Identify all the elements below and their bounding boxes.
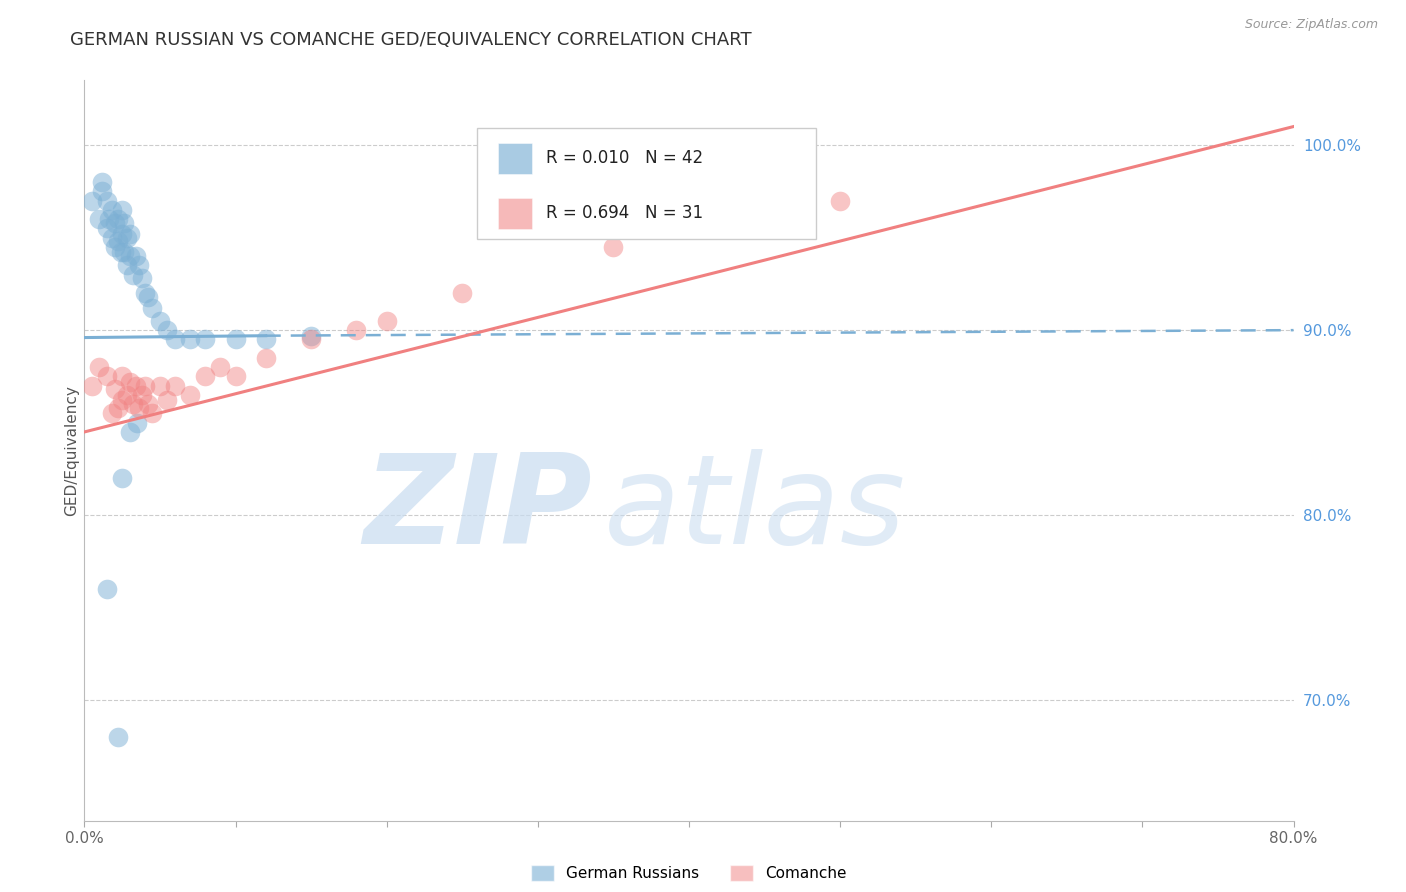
Point — [89, 360, 111, 375]
Point — [194, 369, 217, 384]
Point — [125, 249, 148, 263]
Point — [141, 407, 163, 421]
Point — [136, 290, 159, 304]
Point — [91, 185, 114, 199]
Text: atlas: atlas — [605, 450, 907, 570]
Point — [346, 323, 368, 337]
Point — [254, 351, 277, 365]
Point — [131, 388, 153, 402]
Point — [97, 212, 120, 227]
Point — [225, 369, 247, 384]
Point — [111, 369, 134, 384]
Y-axis label: GED/Equivalency: GED/Equivalency — [63, 385, 79, 516]
Point — [112, 245, 135, 260]
Point — [115, 388, 138, 402]
Point — [111, 202, 134, 217]
Point — [127, 416, 149, 430]
Point — [111, 393, 134, 408]
Text: Source: ZipAtlas.com: Source: ZipAtlas.com — [1244, 18, 1378, 31]
Legend: German Russians, Comanche: German Russians, Comanche — [524, 859, 853, 887]
FancyBboxPatch shape — [478, 128, 815, 239]
FancyBboxPatch shape — [498, 197, 531, 228]
Point — [134, 286, 156, 301]
Point — [100, 407, 122, 421]
Point — [107, 235, 129, 249]
Point — [136, 397, 159, 411]
Point — [100, 230, 122, 244]
Point — [165, 332, 187, 346]
Point — [156, 393, 179, 408]
Point — [80, 378, 103, 392]
Point — [149, 378, 172, 392]
Point — [179, 388, 201, 402]
Point — [602, 240, 624, 254]
Point — [104, 216, 127, 230]
Point — [118, 375, 141, 389]
Point — [125, 378, 148, 392]
Point — [110, 245, 132, 260]
Point — [299, 328, 322, 343]
Point — [128, 258, 150, 272]
Point — [96, 369, 118, 384]
Point — [141, 301, 163, 315]
Point — [80, 194, 103, 208]
Text: R = 0.694   N = 31: R = 0.694 N = 31 — [547, 204, 703, 222]
Point — [179, 332, 201, 346]
Text: ZIP: ZIP — [364, 450, 592, 570]
Point — [107, 401, 129, 415]
Point — [131, 271, 153, 285]
Point — [115, 230, 138, 244]
Point — [254, 332, 277, 346]
Point — [121, 268, 143, 282]
Point — [111, 471, 134, 485]
Point — [375, 314, 398, 328]
Point — [134, 378, 156, 392]
Point — [115, 258, 138, 272]
Point — [112, 216, 135, 230]
Point — [121, 397, 143, 411]
Point — [149, 314, 172, 328]
Text: R = 0.010   N = 42: R = 0.010 N = 42 — [547, 149, 703, 168]
Text: GERMAN RUSSIAN VS COMANCHE GED/EQUIVALENCY CORRELATION CHART: GERMAN RUSSIAN VS COMANCHE GED/EQUIVALEN… — [70, 31, 752, 49]
Point — [118, 227, 141, 241]
Point — [156, 323, 179, 337]
Point — [107, 731, 129, 745]
Point — [96, 194, 118, 208]
Point — [165, 378, 187, 392]
Point — [128, 401, 150, 415]
Point — [96, 221, 118, 235]
Point — [104, 240, 127, 254]
Point — [100, 202, 122, 217]
Point — [104, 383, 127, 397]
Point — [107, 212, 129, 227]
Point — [830, 194, 852, 208]
Point — [118, 249, 141, 263]
Point — [194, 332, 217, 346]
Point — [299, 332, 322, 346]
Point — [209, 360, 232, 375]
Point — [89, 212, 111, 227]
Point — [111, 227, 134, 241]
Point — [96, 582, 118, 597]
Point — [451, 286, 474, 301]
Point — [91, 175, 114, 189]
FancyBboxPatch shape — [498, 143, 531, 174]
Point — [225, 332, 247, 346]
Point — [118, 425, 141, 439]
